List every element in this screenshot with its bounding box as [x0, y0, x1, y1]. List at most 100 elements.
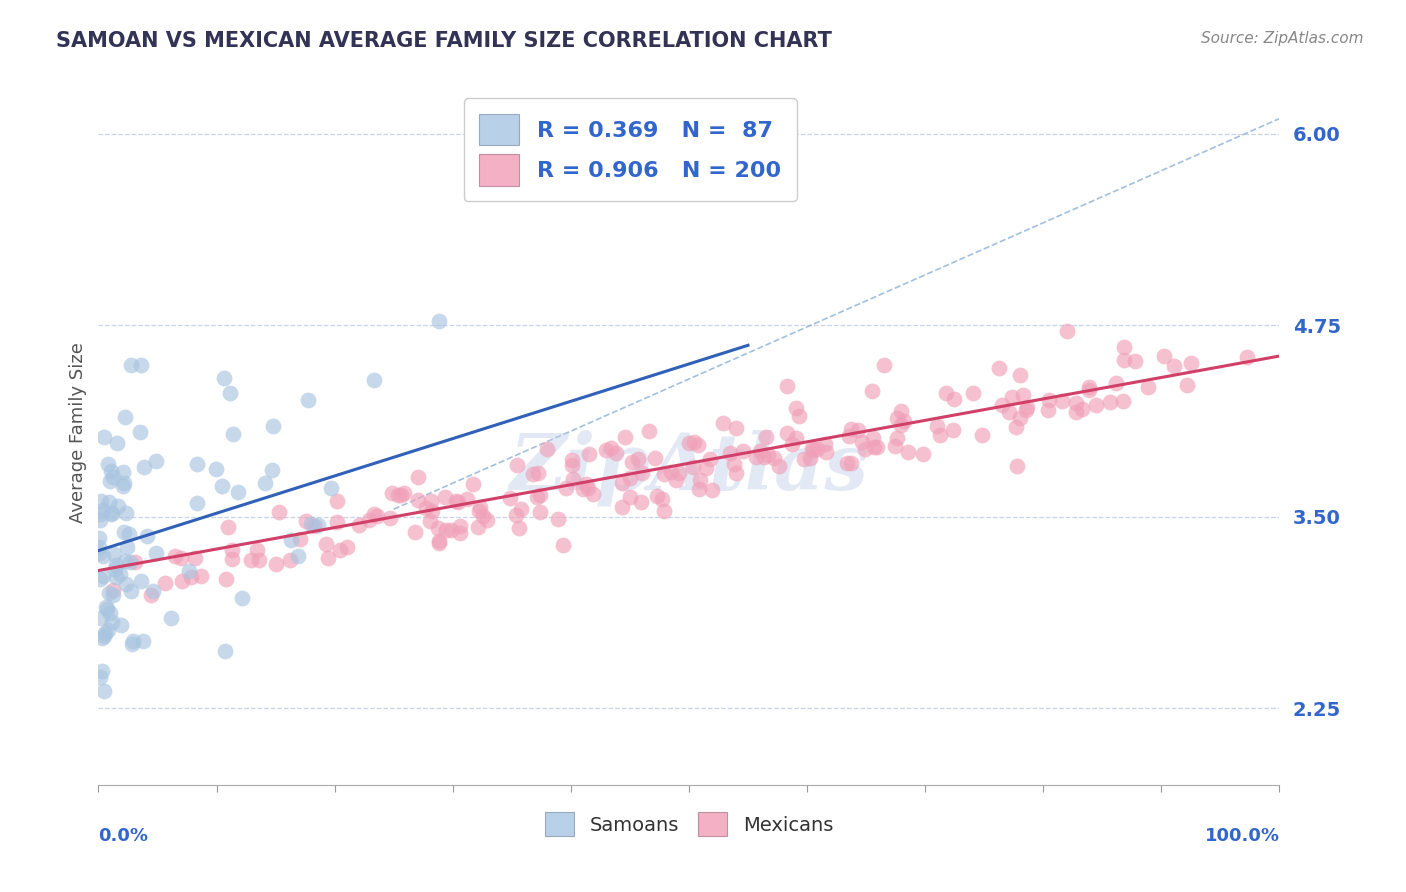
Point [440, 523, 463, 537]
Point [748, 443, 770, 458]
Point [218, 385, 240, 400]
Point [644, 451, 666, 466]
Point [561, 452, 583, 467]
Point [688, 482, 710, 496]
Point [927, 419, 949, 434]
Point [838, 429, 860, 443]
Point [449, 519, 471, 533]
Text: SAMOAN VS MEXICAN AVERAGE FAMILY SIZE CORRELATION CHART: SAMOAN VS MEXICAN AVERAGE FAMILY SIZE CO… [56, 31, 832, 51]
Point [93, 628, 115, 642]
Point [101, 615, 124, 629]
Point [943, 392, 966, 407]
Point [555, 481, 578, 495]
Point [366, 508, 388, 523]
Point [572, 483, 595, 497]
Point [630, 495, 652, 509]
Point [711, 416, 734, 430]
Point [884, 439, 907, 453]
Point [302, 518, 325, 533]
Point [1123, 354, 1146, 368]
Point [389, 488, 412, 502]
Point [846, 423, 869, 437]
Point [582, 487, 605, 501]
Point [120, 584, 142, 599]
Point [803, 443, 825, 458]
Point [93, 503, 115, 517]
Point [96, 602, 118, 616]
Point [190, 569, 212, 583]
Point [505, 508, 527, 522]
Point [91, 549, 114, 563]
Point [1014, 403, 1036, 417]
Point [145, 454, 167, 468]
Point [499, 491, 522, 505]
Point [1078, 380, 1101, 394]
Point [94, 599, 117, 614]
Point [1071, 401, 1094, 416]
Point [112, 476, 135, 491]
Point [129, 359, 152, 373]
Point [132, 459, 155, 474]
Point [253, 476, 276, 491]
Point [1010, 410, 1032, 425]
Point [128, 425, 150, 439]
Point [724, 421, 747, 435]
Point [1012, 388, 1035, 402]
Point [1036, 403, 1059, 417]
Point [613, 430, 636, 444]
Point [1001, 390, 1024, 404]
Point [406, 470, 429, 484]
Point [89, 670, 111, 684]
Point [112, 525, 135, 540]
Point [886, 410, 908, 425]
Point [988, 361, 1011, 376]
Point [297, 393, 319, 408]
Point [427, 535, 450, 549]
Point [1180, 356, 1202, 370]
Point [184, 551, 207, 566]
Point [619, 471, 641, 485]
Point [762, 450, 785, 465]
Point [329, 542, 352, 557]
Point [214, 644, 236, 658]
Point [890, 417, 912, 432]
Point [780, 436, 803, 450]
Point [108, 566, 131, 581]
Point [970, 428, 993, 442]
Point [1099, 395, 1122, 409]
Point [101, 469, 124, 483]
Point [434, 523, 457, 537]
Point [93, 430, 115, 444]
Point [1038, 393, 1060, 408]
Point [211, 478, 233, 492]
Point [269, 505, 291, 519]
Point [461, 476, 484, 491]
Point [107, 500, 129, 514]
Point [357, 513, 380, 527]
Point [695, 460, 717, 475]
Point [87, 531, 110, 545]
Point [94, 626, 117, 640]
Point [731, 444, 754, 458]
Point [139, 588, 162, 602]
Point [506, 458, 529, 473]
Point [837, 456, 859, 470]
Point [186, 496, 208, 510]
Point [468, 500, 491, 514]
Point [1153, 349, 1175, 363]
Point [381, 486, 404, 500]
Point [801, 441, 824, 455]
Legend: Samoans, Mexicans: Samoans, Mexicans [534, 803, 844, 846]
Point [890, 404, 912, 418]
Point [610, 500, 633, 514]
Point [962, 385, 984, 400]
Point [745, 450, 768, 464]
Point [98, 586, 121, 600]
Point [610, 476, 633, 491]
Point [124, 555, 146, 569]
Point [575, 476, 598, 491]
Point [637, 424, 659, 438]
Point [683, 435, 706, 450]
Point [179, 564, 201, 578]
Point [561, 458, 583, 472]
